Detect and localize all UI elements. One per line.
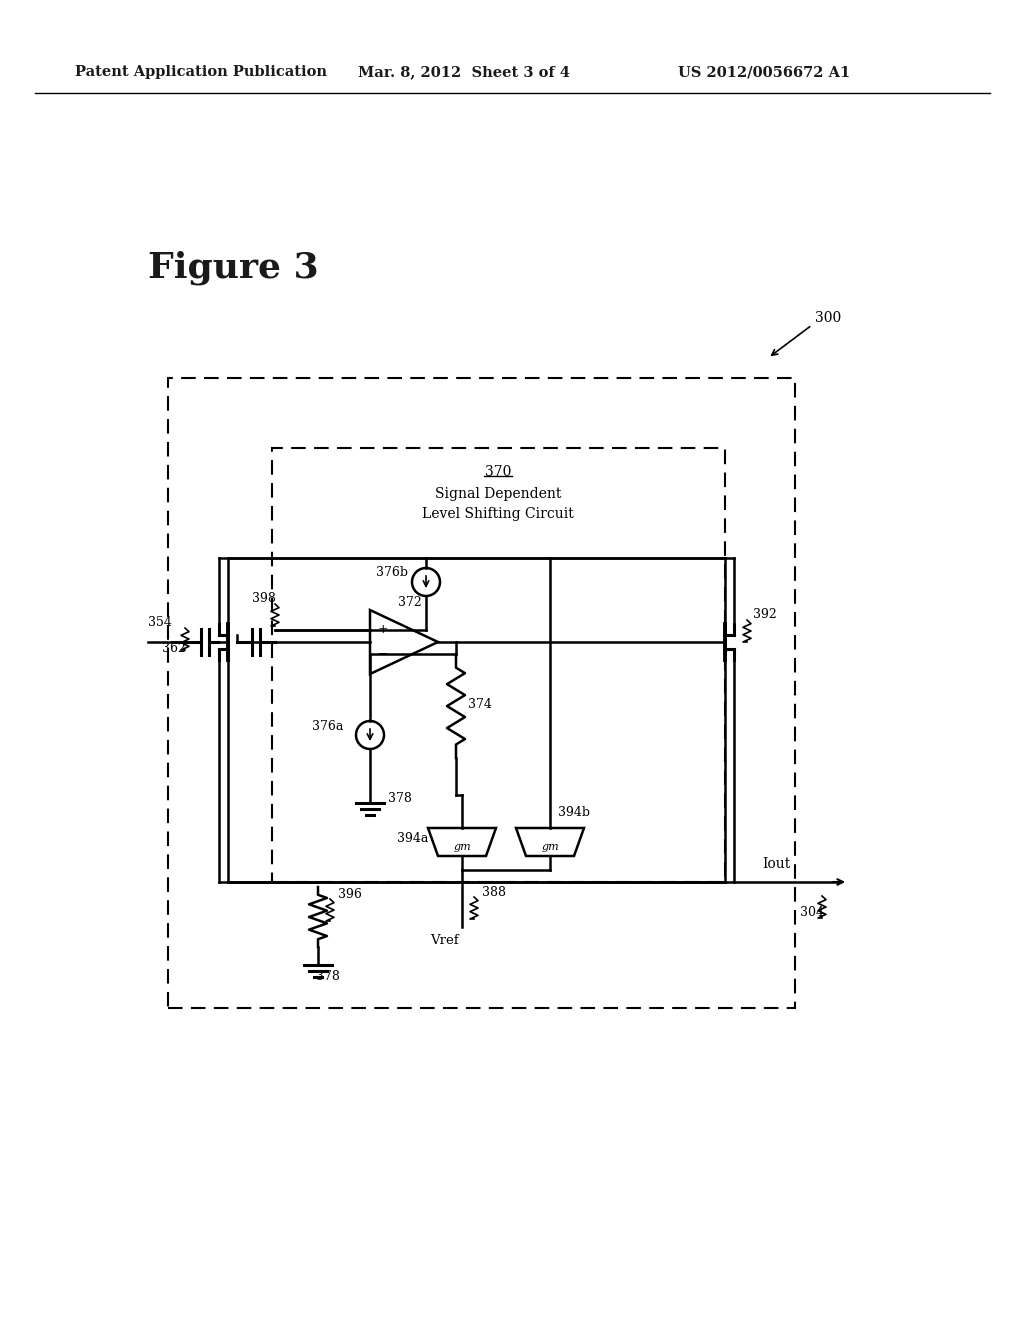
Text: 354: 354 — [148, 615, 172, 628]
Bar — [168, 378, 795, 1008]
Text: Patent Application Publication: Patent Application Publication — [75, 65, 327, 79]
Text: Iout: Iout — [762, 857, 791, 871]
Text: Mar. 8, 2012  Sheet 3 of 4: Mar. 8, 2012 Sheet 3 of 4 — [358, 65, 570, 79]
Text: 378: 378 — [316, 970, 340, 983]
Text: 398: 398 — [252, 591, 275, 605]
Text: 376b: 376b — [376, 565, 408, 578]
Text: US 2012/0056672 A1: US 2012/0056672 A1 — [678, 65, 850, 79]
Text: gm: gm — [454, 842, 471, 851]
Text: Level Shifting Circuit: Level Shifting Circuit — [422, 507, 573, 521]
Text: 388: 388 — [482, 886, 506, 899]
Text: Figure 3: Figure 3 — [148, 251, 318, 285]
Text: 374: 374 — [468, 698, 492, 711]
Text: 392: 392 — [753, 607, 777, 620]
Text: 370: 370 — [484, 465, 511, 479]
Text: gm: gm — [542, 842, 559, 851]
Text: 376a: 376a — [312, 721, 343, 734]
Text: 372: 372 — [398, 597, 422, 610]
Text: Vref: Vref — [430, 933, 459, 946]
Text: 304: 304 — [800, 906, 824, 919]
Text: 362: 362 — [162, 642, 186, 655]
Text: +: + — [378, 623, 389, 636]
Text: 394a: 394a — [397, 832, 428, 845]
Text: 394b: 394b — [558, 805, 590, 818]
Text: 378: 378 — [388, 792, 412, 804]
Text: Signal Dependent: Signal Dependent — [435, 487, 561, 502]
Text: −: − — [378, 648, 388, 660]
Text: 300: 300 — [815, 312, 842, 325]
Text: 396: 396 — [338, 888, 361, 902]
Bar — [272, 447, 725, 882]
